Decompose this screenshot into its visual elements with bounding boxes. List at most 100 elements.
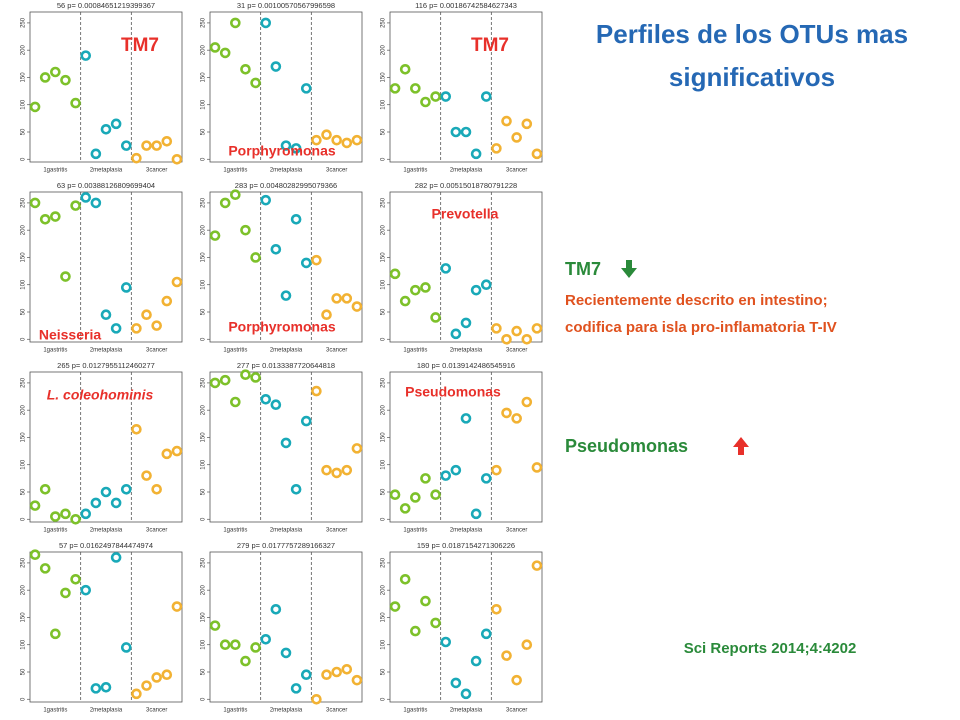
- point: [141, 680, 152, 691]
- y-tick-label: 0: [21, 337, 27, 341]
- point: [521, 396, 533, 408]
- panel-title: 159 p= 0.0187154271306226: [417, 541, 515, 550]
- x-tick-label: 1gastritis: [403, 168, 427, 174]
- x-tick-label: 1gastritis: [403, 348, 427, 354]
- x-tick-label: 2metaplasia: [270, 708, 303, 714]
- x-tick-label: 2metaplasia: [90, 348, 123, 354]
- y-tick-label: 100: [21, 279, 27, 290]
- point: [351, 443, 363, 454]
- y-tick-label: 150: [381, 432, 387, 443]
- y-tick-label: 250: [381, 557, 387, 568]
- citation: Sci Reports 2014;4:4202: [684, 640, 857, 657]
- y-tick-label: 100: [201, 459, 207, 470]
- x-tick-label: 2metaplasia: [270, 168, 303, 174]
- point: [470, 655, 482, 667]
- point: [300, 669, 312, 681]
- point: [501, 407, 512, 419]
- y-tick-label: 150: [201, 72, 207, 83]
- y-tick-label: 50: [21, 668, 27, 675]
- point: [430, 617, 441, 629]
- point: [300, 83, 312, 94]
- annotation: Prevotella: [432, 206, 499, 222]
- x-tick-label: 1gastritis: [43, 348, 67, 354]
- panel-title: 180 p= 0.0139142486545916: [417, 361, 515, 370]
- annotation: Porphyromonas: [228, 143, 336, 159]
- point: [331, 134, 342, 146]
- point: [60, 508, 71, 520]
- point: [389, 83, 401, 94]
- y-tick-label: 50: [21, 128, 27, 135]
- panel-title: 279 p= 0.0177757289166327: [237, 541, 335, 550]
- panel-title: 63 p= 0.00388126809699404: [57, 181, 155, 190]
- point: [420, 282, 431, 293]
- point: [420, 96, 431, 108]
- point: [410, 492, 421, 503]
- point: [410, 625, 421, 637]
- y-tick-label: 50: [201, 128, 207, 135]
- point: [280, 647, 292, 659]
- point: [280, 140, 292, 151]
- point: [240, 655, 251, 667]
- point: [70, 513, 81, 525]
- point: [70, 573, 81, 585]
- point: [331, 467, 342, 479]
- point: [321, 464, 332, 476]
- point: [521, 639, 533, 651]
- x-tick-label: 3cancer: [326, 168, 347, 174]
- x-tick-label: 2metaplasia: [450, 168, 483, 174]
- point: [161, 448, 173, 460]
- point: [171, 276, 183, 288]
- point: [321, 309, 332, 321]
- point: [491, 603, 502, 615]
- point: [29, 549, 41, 561]
- y-tick-label: 50: [381, 308, 387, 315]
- x-tick-label: 3cancer: [506, 528, 527, 534]
- point: [311, 693, 322, 705]
- point: [321, 669, 332, 681]
- x-tick-label: 1gastritis: [43, 168, 67, 174]
- point: [341, 464, 353, 476]
- point: [531, 148, 543, 160]
- point: [501, 115, 512, 127]
- point: [511, 413, 522, 424]
- point: [470, 508, 482, 520]
- y-tick-label: 200: [201, 45, 207, 56]
- y-tick-label: 150: [21, 252, 27, 263]
- point: [110, 118, 122, 130]
- y-tick-label: 0: [381, 337, 387, 341]
- plot-box: [209, 11, 363, 163]
- y-tick-label: 150: [381, 252, 387, 263]
- point: [331, 293, 342, 304]
- point: [250, 252, 261, 263]
- point: [100, 309, 112, 321]
- y-tick-label: 100: [381, 639, 387, 650]
- point: [219, 374, 231, 386]
- point: [420, 595, 431, 607]
- point: [39, 72, 51, 83]
- x-tick-label: 1gastritis: [223, 168, 247, 174]
- x-tick-label: 1gastritis: [43, 708, 67, 714]
- point: [161, 669, 173, 681]
- point: [440, 470, 452, 481]
- annotation: Pseudomonas: [405, 384, 501, 400]
- y-tick-label: 100: [21, 459, 27, 470]
- point: [60, 587, 71, 599]
- x-tick-label: 3cancer: [146, 168, 167, 174]
- point: [331, 666, 342, 678]
- y-tick-label: 250: [201, 197, 207, 208]
- x-tick-label: 1gastritis: [223, 708, 247, 714]
- y-tick-label: 50: [381, 488, 387, 495]
- point: [399, 63, 411, 75]
- point: [260, 194, 272, 206]
- x-tick-label: 2metaplasia: [90, 168, 123, 174]
- point: [29, 101, 41, 113]
- point: [100, 486, 112, 498]
- point: [230, 17, 241, 29]
- point: [460, 126, 472, 138]
- panel-title: 116 p= 0.00186742584627343: [415, 1, 517, 10]
- point: [270, 399, 282, 411]
- x-tick-label: 3cancer: [146, 528, 167, 534]
- point: [290, 143, 302, 154]
- point: [110, 323, 122, 334]
- x-tick-label: 2metaplasia: [90, 528, 123, 534]
